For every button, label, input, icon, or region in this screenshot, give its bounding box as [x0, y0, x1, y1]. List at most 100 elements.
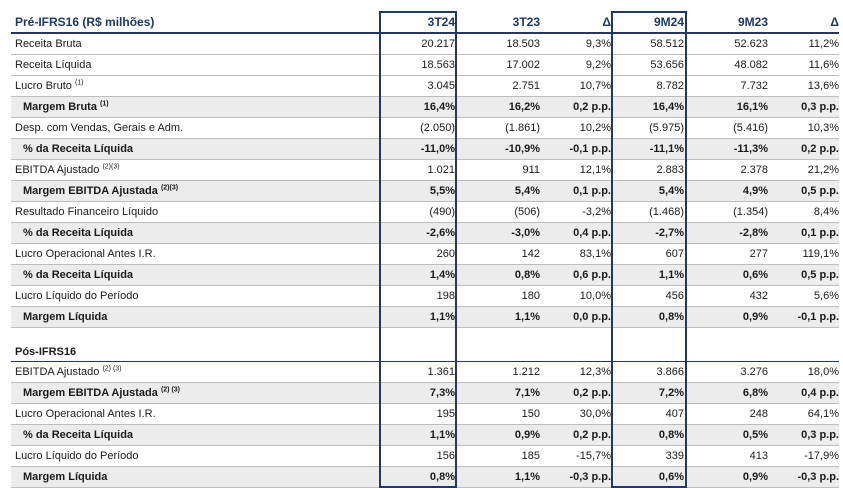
row-label: EBITDA Ajustado (2) (3)	[15, 362, 122, 382]
cell-9m23: -2,8%	[739, 227, 768, 239]
pos-ifrs16-rows: EBITDA Ajustado (2) (3) 1.361 1.212 12,3% 3.…	[11, 362, 839, 488]
row-label-text: Lucro Operacional Antes I.R.	[15, 408, 156, 420]
cell-9m24: 58.512	[650, 38, 684, 50]
cell-9m24: 0,8%	[658, 311, 684, 323]
cell-delta-quarter: 0,0 p.p.	[573, 311, 611, 323]
table-row: Lucro Líquido do Período 156 185 -15,7% 339 4…	[11, 446, 839, 467]
table-row: Lucro Operacional Antes I.R. 195 150 30,0% 4…	[11, 404, 839, 425]
row-label-text: Resultado Financeiro Líquido	[15, 206, 159, 218]
footnote-marker: (2) (3)	[102, 365, 122, 373]
table-row: % da Receita Líquida -2,6% -3,0% 0,4 p.p. -2…	[11, 223, 839, 244]
row-label: % da Receita Líquida	[23, 139, 133, 159]
row-label-text: EBITDA Ajustado	[15, 164, 100, 176]
cell-3t24: (2.050)	[420, 122, 455, 134]
cell-9m23: 2.378	[740, 164, 768, 176]
cell-delta-9m: 18,0%	[807, 366, 839, 378]
cell-9m24: (5.975)	[649, 122, 684, 134]
cell-delta-quarter: 9,3%	[585, 38, 611, 50]
row-label: % da Receita Líquida	[23, 223, 133, 243]
row-label-text: Lucro Bruto	[15, 80, 72, 92]
column-header-3t24: 3T24	[427, 15, 455, 29]
table-row: Lucro Líquido do Período 198 180 10,0% 456 43…	[11, 286, 839, 307]
cell-delta-quarter: -0,3 p.p.	[569, 471, 611, 483]
column-header-delta-quarter: Δ	[602, 15, 611, 29]
cell-3t23: 1.212	[512, 366, 540, 378]
cell-3t24: -2,6%	[426, 227, 455, 239]
table-row: % da Receita Líquida 1,4% 0,8% 0,6 p.p. 1,1%…	[11, 265, 839, 286]
footnote-marker: (2)(3)	[160, 184, 179, 192]
table-row: % da Receita Líquida 1,1% 0,9% 0,2 p.p. 0,8%…	[11, 425, 839, 446]
cell-delta-quarter: 0,6 p.p.	[573, 269, 611, 281]
row-highlight	[11, 425, 839, 445]
cell-9m24: 607	[665, 248, 684, 260]
cell-9m23: 6,8%	[742, 387, 768, 399]
cell-3t24: 1,1%	[429, 311, 455, 323]
cell-delta-quarter: 12,3%	[579, 366, 611, 378]
cell-3t23: 142	[521, 248, 540, 260]
cell-3t24: 260	[436, 248, 455, 260]
financial-table: Pré-IFRS16 (R$ milhões) 3T24 3T23 Δ 9M24…	[11, 11, 839, 488]
row-label: Lucro Operacional Antes I.R.	[15, 404, 156, 424]
cell-9m24: 0,8%	[658, 429, 684, 441]
cell-delta-9m: 21,2%	[807, 164, 839, 176]
cell-3t23: 1,1%	[514, 471, 540, 483]
row-label-text: Receita Líquida	[15, 59, 92, 71]
row-label: Margem EBITDA Ajustada (2)(3)	[23, 181, 178, 201]
footnote-marker: (2) (3)	[160, 386, 180, 394]
row-label-text: % da Receita Líquida	[23, 143, 134, 155]
row-label-text: Desp. com Vendas, Gerais e Adm.	[15, 122, 184, 134]
cell-delta-quarter: 0,2 p.p.	[573, 429, 611, 441]
table-row: % da Receita Líquida -11,0% -10,9% -0,1 p.p…	[11, 139, 839, 160]
row-label-text: Margem Líquida	[23, 471, 108, 483]
row-label: Resultado Financeiro Líquido	[15, 202, 158, 222]
cell-delta-quarter: 0,1 p.p.	[573, 185, 611, 197]
cell-delta-quarter: -15,7%	[576, 450, 611, 462]
cell-9m24: 339	[665, 450, 684, 462]
cell-3t24: 16,4%	[423, 101, 455, 113]
cell-3t24: 1,1%	[429, 429, 455, 441]
column-header-delta-9m: Δ	[830, 15, 839, 29]
footnote-marker: (1)	[100, 100, 109, 108]
cell-9m24: 0,6%	[658, 471, 684, 483]
cell-3t24: (490)	[429, 206, 455, 218]
cell-delta-quarter: 12,1%	[579, 164, 611, 176]
section-rule	[11, 361, 839, 362]
cell-9m23: 16,1%	[736, 101, 768, 113]
cell-9m23: 0,5%	[742, 429, 768, 441]
cell-delta-9m: 13,6%	[807, 80, 839, 92]
cell-3t23: -10,9%	[505, 143, 540, 155]
cell-delta-quarter: 0,2 p.p.	[573, 387, 611, 399]
row-label-text: % da Receita Líquida	[23, 227, 134, 239]
cell-3t24: 1.021	[427, 164, 455, 176]
row-label-text: Margem EBITDA Ajustada	[23, 185, 158, 197]
cell-3t24: 0,8%	[429, 471, 455, 483]
column-header-9m24: 9M24	[653, 15, 684, 29]
cell-delta-quarter: 10,2%	[579, 122, 611, 134]
cell-9m24: 8.782	[656, 80, 684, 92]
cell-3t23: 2.751	[512, 80, 540, 92]
cell-3t24: 1.361	[427, 366, 455, 378]
cell-delta-quarter: 10,7%	[579, 80, 611, 92]
table-row: Resultado Financeiro Líquido (490) (506) -3…	[11, 202, 839, 223]
cell-9m23: 413	[749, 450, 768, 462]
row-label: Lucro Bruto (1)	[15, 76, 84, 96]
header-rule	[11, 32, 839, 34]
cell-delta-quarter: 83,1%	[579, 248, 611, 260]
cell-delta-9m: 0,3 p.p.	[801, 101, 839, 113]
cell-9m24: -2,7%	[655, 227, 684, 239]
row-highlight	[11, 181, 839, 201]
cell-delta-9m: 0,3 p.p.	[801, 429, 839, 441]
row-label: Margem Líquida	[23, 467, 107, 487]
row-label-text: Margem Bruta	[23, 101, 97, 113]
row-label-text: EBITDA Ajustado	[15, 366, 100, 378]
row-label: Lucro Líquido do Período	[15, 446, 139, 466]
cell-3t24: 5,5%	[429, 185, 455, 197]
cell-9m24: 407	[665, 408, 684, 420]
cell-9m24: 3.866	[656, 366, 684, 378]
table-header: Pré-IFRS16 (R$ milhões) 3T24 3T23 Δ 9M24…	[11, 11, 839, 34]
cell-delta-9m: 119,1%	[802, 248, 840, 260]
section-header-pos-ifrs16: Pós-IFRS16	[11, 342, 839, 362]
cell-3t24: 156	[436, 450, 455, 462]
cell-delta-9m: 64,1%	[807, 408, 839, 420]
row-label-text: Margem EBITDA Ajustada	[23, 387, 158, 399]
